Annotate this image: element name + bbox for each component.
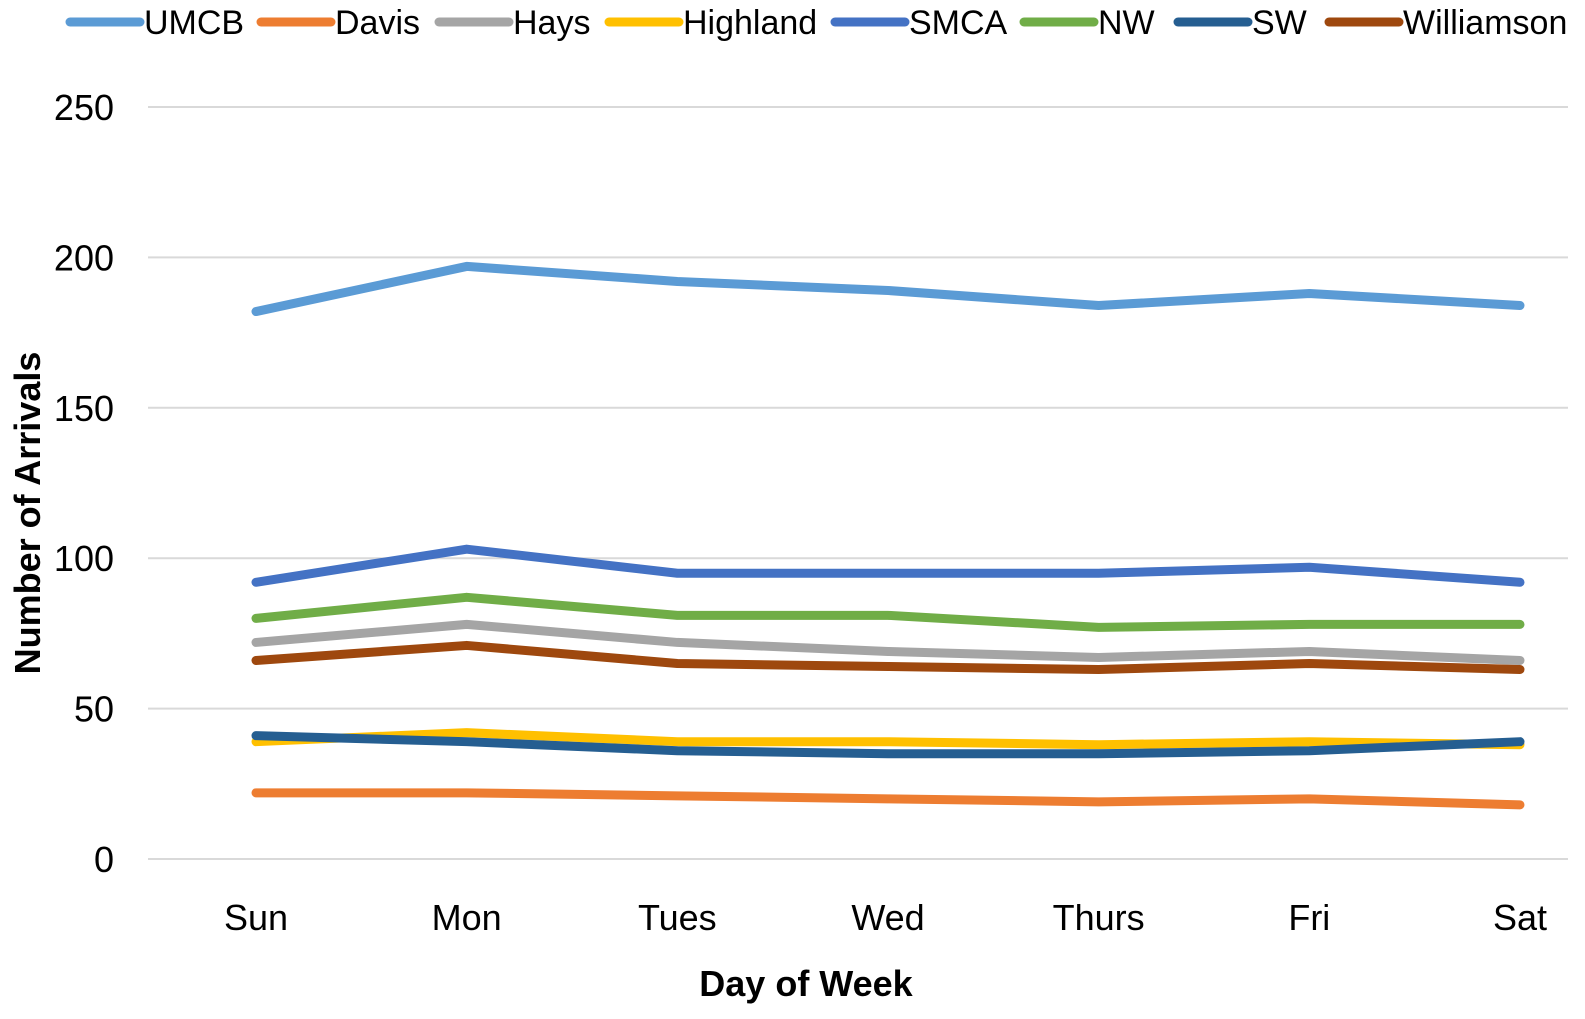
x-axis-title: Day of Week	[699, 963, 913, 1004]
legend-label: Davis	[335, 4, 420, 42]
y-tick-label: 150	[54, 388, 114, 429]
series-lines	[251, 261, 1525, 810]
x-tick-label: Thurs	[1053, 897, 1145, 938]
legend-item-umcb: UMCB	[65, 4, 244, 42]
legend-item-smca: SMCA	[830, 4, 1008, 42]
x-tick-label: Mon	[432, 897, 502, 938]
legend-item-davis: Davis	[256, 4, 420, 42]
legend: UMCB Davis Hays Highland SMCA NW SW Williamson	[65, 4, 1567, 42]
legend-label: UMCB	[144, 4, 244, 42]
y-tick-label: 250	[54, 87, 114, 128]
legend-label: SW	[1252, 4, 1307, 42]
legend-label: Highland	[683, 4, 817, 42]
series-line-hays	[251, 619, 1525, 665]
x-tick-label: Sun	[224, 897, 288, 938]
legend-item-williamson: Williamson	[1324, 4, 1567, 42]
legend-item-sw: SW	[1173, 4, 1307, 42]
y-tick-label: 200	[54, 237, 114, 278]
y-axis-title: Number of Arrivals	[7, 352, 48, 675]
y-axis-tick-labels: 0 50 100 150 200 250	[54, 87, 114, 880]
series-line-smca	[251, 544, 1525, 587]
x-tick-label: Sat	[1493, 897, 1547, 938]
legend-label: Hays	[513, 4, 590, 42]
y-tick-label: 0	[94, 839, 114, 880]
y-tick-label: 50	[74, 689, 114, 730]
x-tick-label: Fri	[1288, 897, 1330, 938]
legend-item-nw: NW	[1019, 4, 1155, 42]
legend-label: SMCA	[909, 4, 1008, 42]
x-tick-label: Tues	[638, 897, 717, 938]
legend-item-highland: Highland	[604, 4, 817, 42]
x-axis-tick-labels: Sun Mon Tues Wed Thurs Fri Sat	[224, 897, 1547, 938]
y-tick-label: 100	[54, 538, 114, 579]
legend-item-hays: Hays	[434, 4, 590, 42]
series-line-umcb	[251, 261, 1525, 317]
legend-label: Williamson	[1403, 4, 1567, 42]
legend-label: NW	[1098, 4, 1155, 42]
x-tick-label: Wed	[851, 897, 924, 938]
